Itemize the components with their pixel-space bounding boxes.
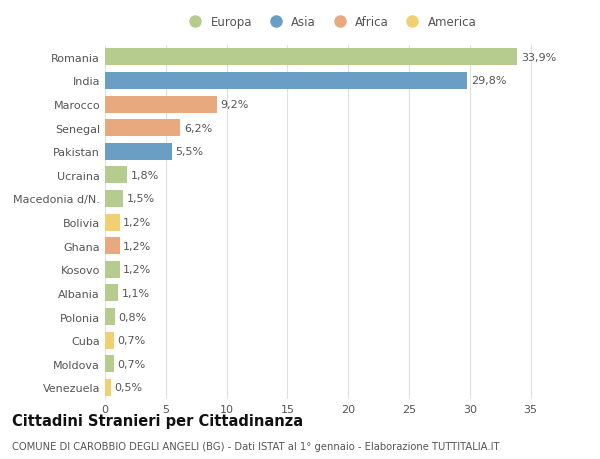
Text: 6,2%: 6,2% bbox=[184, 123, 212, 134]
Text: 1,5%: 1,5% bbox=[127, 194, 155, 204]
Text: 33,9%: 33,9% bbox=[521, 53, 556, 63]
Text: 1,2%: 1,2% bbox=[123, 218, 151, 228]
Text: 9,2%: 9,2% bbox=[221, 100, 249, 110]
Text: 1,2%: 1,2% bbox=[123, 265, 151, 275]
Bar bbox=[105, 379, 111, 396]
Bar bbox=[105, 96, 217, 113]
Text: 0,7%: 0,7% bbox=[117, 336, 145, 346]
Bar bbox=[105, 73, 467, 90]
Bar bbox=[105, 261, 119, 278]
Text: 0,5%: 0,5% bbox=[115, 382, 143, 392]
Bar bbox=[105, 49, 517, 66]
Bar bbox=[105, 332, 113, 349]
Bar bbox=[105, 238, 119, 255]
Text: 1,2%: 1,2% bbox=[123, 241, 151, 251]
Text: 0,7%: 0,7% bbox=[117, 359, 145, 369]
Text: 5,5%: 5,5% bbox=[176, 147, 203, 157]
Bar bbox=[105, 144, 172, 160]
Text: 0,8%: 0,8% bbox=[118, 312, 146, 322]
Text: 29,8%: 29,8% bbox=[471, 76, 506, 86]
Text: 1,1%: 1,1% bbox=[122, 288, 150, 298]
Text: 1,8%: 1,8% bbox=[131, 170, 159, 180]
Text: COMUNE DI CAROBBIO DEGLI ANGELI (BG) - Dati ISTAT al 1° gennaio - Elaborazione T: COMUNE DI CAROBBIO DEGLI ANGELI (BG) - D… bbox=[12, 441, 499, 451]
Bar bbox=[105, 356, 113, 372]
Bar bbox=[105, 214, 119, 231]
Bar bbox=[105, 308, 115, 325]
Bar bbox=[105, 285, 118, 302]
Bar bbox=[105, 120, 181, 137]
Legend: Europa, Asia, Africa, America: Europa, Asia, Africa, America bbox=[179, 11, 481, 34]
Text: Cittadini Stranieri per Cittadinanza: Cittadini Stranieri per Cittadinanza bbox=[12, 413, 303, 428]
Bar bbox=[105, 190, 123, 207]
Bar bbox=[105, 167, 127, 184]
